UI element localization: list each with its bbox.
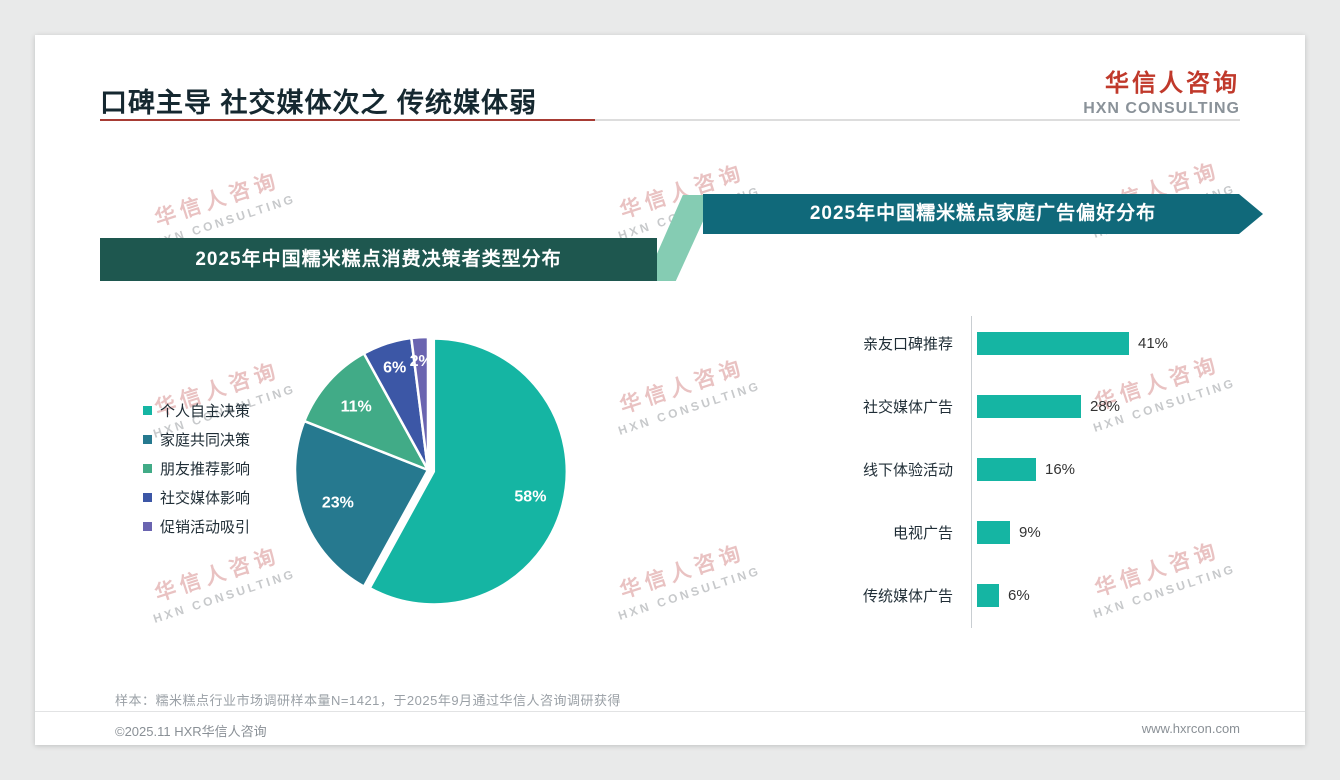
bar-row: 传统媒体广告 6% xyxy=(725,564,1225,627)
pie-slice-2 xyxy=(303,352,430,472)
legend-item: 社交媒体影响 xyxy=(143,483,250,512)
pie-slice-label: 2% xyxy=(410,353,433,370)
bar-category-label: 亲友口碑推荐 xyxy=(862,336,953,353)
pie-slice-label: 58% xyxy=(514,488,546,505)
bar-track: 41% xyxy=(977,332,1168,355)
bar xyxy=(977,458,1036,481)
legend-item: 家庭共同决策 xyxy=(143,425,250,454)
legend-swatch xyxy=(143,493,152,502)
bar-row: 社交媒体广告 28% xyxy=(725,375,1225,438)
pie-chart-title-banner: 2025年中国糯米糕点消费决策者类型分布 xyxy=(100,238,657,281)
legend-swatch xyxy=(143,406,152,415)
company-logo: 华信人咨询 HXN CONSULTING xyxy=(1083,63,1240,118)
title-underline xyxy=(100,119,1240,121)
bar-chart: 亲友口碑推荐 41% 社交媒体广告 28% 线下体验活动 xyxy=(725,312,1225,630)
pie-slice-label: 11% xyxy=(341,399,372,416)
legend-label: 促销活动吸引 xyxy=(160,519,251,536)
bar xyxy=(977,521,1010,544)
bar-row: 亲友口碑推荐 41% xyxy=(725,312,1225,375)
pie-slice-1 xyxy=(293,419,430,588)
logo-english-text: HXN CONSULTING xyxy=(1083,100,1240,117)
bar-category-label: 电视广告 xyxy=(892,525,953,542)
bar-chart-title-banner: 2025年中国糯米糕点家庭广告偏好分布 xyxy=(703,194,1263,234)
bar-value-label: 9% xyxy=(1019,524,1041,541)
bar xyxy=(977,584,999,607)
pie-slice-4 xyxy=(410,335,430,472)
bar-chart-axis xyxy=(971,316,972,628)
pie-chart: 58% 23% 11% 6% 2% xyxy=(293,335,569,606)
bar-category-label: 社交媒体广告 xyxy=(862,399,953,416)
footer-copyright: ©2025.11 HXR华信人咨询 xyxy=(115,724,267,739)
bar-row: 线下体验活动 16% xyxy=(725,438,1225,501)
legend-item: 朋友推荐影响 xyxy=(143,454,250,483)
pie-slice-0 xyxy=(368,337,569,606)
bar-value-label: 41% xyxy=(1138,335,1169,352)
legend-label: 朋友推荐影响 xyxy=(160,461,251,478)
pie-slice-label: 23% xyxy=(322,494,354,511)
legend-label: 个人自主决策 xyxy=(160,403,251,420)
pie-legend: 个人自主决策 家庭共同决策 朋友推荐影响 社交媒体影响 促销活动吸引 xyxy=(143,396,250,541)
bar xyxy=(977,395,1081,418)
legend-swatch xyxy=(143,435,152,444)
legend-item: 个人自主决策 xyxy=(143,396,250,425)
legend-label: 家庭共同决策 xyxy=(160,432,251,449)
bar-value-label: 16% xyxy=(1045,461,1076,478)
bar-category-label: 线下体验活动 xyxy=(862,462,953,479)
bar-track: 6% xyxy=(977,584,1030,607)
bar-category-label: 传统媒体广告 xyxy=(862,588,953,605)
pie-slice-label: 6% xyxy=(383,360,406,377)
footer-divider xyxy=(35,711,1305,712)
logo-chinese-text: 华信人咨询 xyxy=(1105,70,1240,97)
page-title: 口碑主导 社交媒体次之 传统媒体弱 xyxy=(100,88,538,118)
sample-note: 样本：糯米糕点行业市场调研样本量N=1421，于2025年9月通过华信人咨询调研… xyxy=(115,693,622,708)
bar-track: 9% xyxy=(977,521,1041,544)
bar-value-label: 6% xyxy=(1008,587,1030,604)
bar-track: 28% xyxy=(977,395,1120,418)
legend-label: 社交媒体影响 xyxy=(160,490,251,507)
bar-track: 16% xyxy=(977,458,1075,481)
footer-website: www.hxrcon.com xyxy=(1141,721,1240,736)
bar-value-label: 28% xyxy=(1090,398,1121,415)
bar-row: 电视广告 9% xyxy=(725,501,1225,564)
legend-swatch xyxy=(143,522,152,531)
legend-swatch xyxy=(143,464,152,473)
legend-item: 促销活动吸引 xyxy=(143,512,250,541)
bar xyxy=(977,332,1129,355)
